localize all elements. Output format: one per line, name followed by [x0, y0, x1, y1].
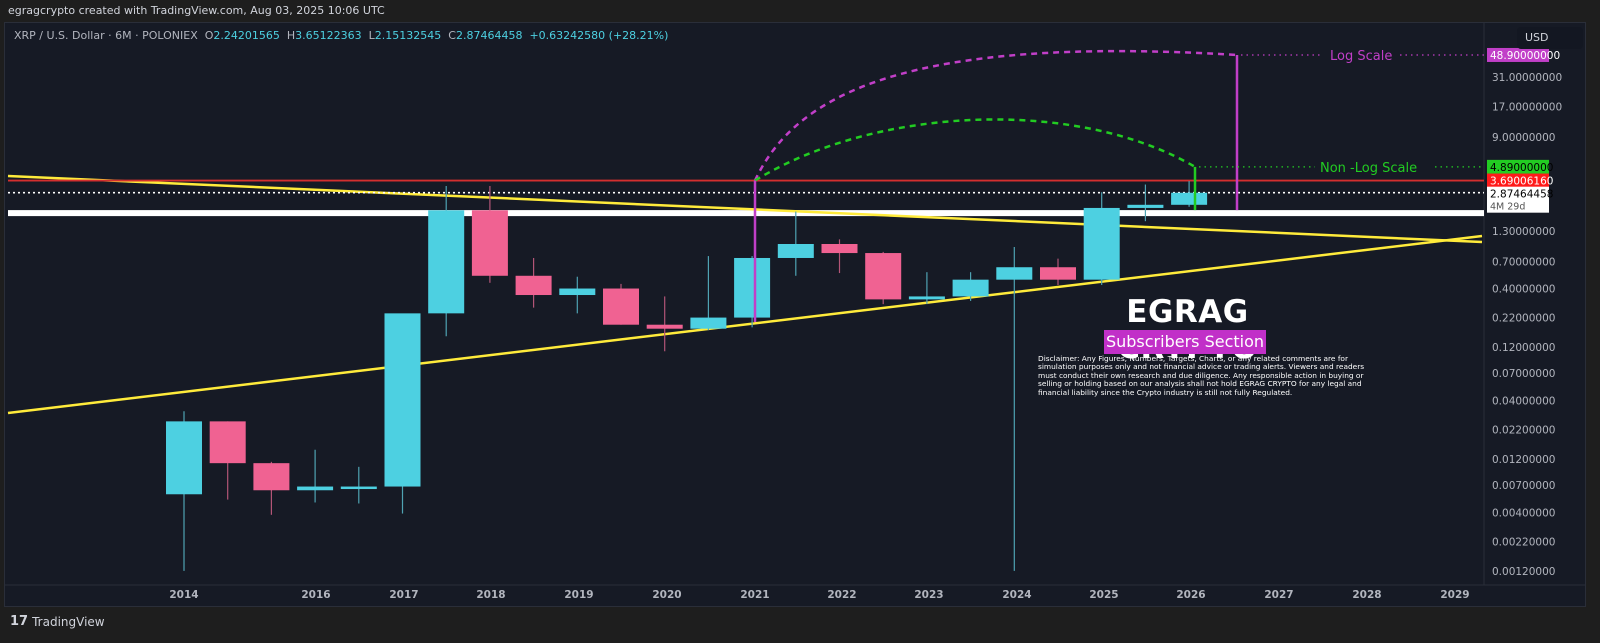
price-tick-label: 0.01200000	[1492, 454, 1555, 466]
support-band[interactable]	[8, 210, 1484, 217]
price-tick-label: 9.00000000	[1492, 132, 1555, 144]
price-tick-label: 0.00700000	[1492, 480, 1555, 492]
candle-body[interactable]	[952, 279, 989, 297]
symbol-legend: XRP / U.S. Dollar · 6M · POLONIEX O2.242…	[14, 29, 669, 42]
time-tick-label: 2014	[169, 589, 198, 601]
time-tick-label: 2021	[740, 589, 769, 601]
time-tick-label: 2023	[914, 589, 943, 601]
price-tag	[1487, 173, 1549, 188]
price-tick-label: 0.00120000	[1492, 566, 1555, 578]
time-tick-label: 2029	[1440, 589, 1469, 601]
candle-body[interactable]	[646, 324, 683, 329]
non-log-scale-arc[interactable]	[754, 118, 1196, 182]
descending-trendline[interactable]	[7, 174, 1483, 244]
non-log-scale-label: Non -Log Scale	[1320, 161, 1417, 176]
candle-body[interactable]	[777, 244, 814, 258]
price-tick-label: 0.12000000	[1492, 342, 1555, 354]
open-value: 2.24201565	[213, 29, 280, 42]
candle-body[interactable]	[428, 210, 465, 314]
time-tick-label: 2016	[301, 589, 330, 601]
chart-pane[interactable]	[4, 22, 1586, 607]
candle-body[interactable]	[297, 486, 334, 491]
currency-button[interactable]: USD	[1517, 27, 1583, 49]
high-value: 3.65122363	[295, 29, 362, 42]
subscribers-badge: Subscribers Section	[1104, 330, 1266, 354]
close-value: 2.87464458	[455, 29, 523, 42]
price-tick-label: 0.00220000	[1492, 536, 1555, 548]
price-tick-label: 0.22000000	[1492, 313, 1555, 325]
price-tick-label: 31.00000000	[1492, 72, 1562, 84]
candle-body[interactable]	[996, 267, 1033, 280]
price-tag	[1487, 47, 1549, 62]
price-tag-label: 3.69006160	[1490, 176, 1553, 188]
time-tick-label: 2020	[652, 589, 681, 601]
tradingview-footer[interactable]: 17 TradingView	[10, 614, 105, 629]
candle-body[interactable]	[384, 313, 421, 487]
price-tick-label: 0.70000000	[1492, 256, 1555, 268]
price-tick-label: 17.00000000	[1492, 101, 1562, 113]
ascending-trendline[interactable]	[7, 234, 1483, 415]
price-tick-label: 0.02200000	[1492, 424, 1555, 436]
candle-body[interactable]	[690, 317, 727, 329]
time-tick-label: 2022	[827, 589, 856, 601]
candle-body[interactable]	[603, 288, 639, 325]
price-tick-label: 0.00400000	[1492, 507, 1555, 519]
time-tick-label: 2017	[389, 589, 418, 601]
time-tick-label: 2028	[1352, 589, 1381, 601]
candle-body[interactable]	[1040, 267, 1076, 280]
symbol-title: XRP / U.S. Dollar · 6M · POLONIEX	[14, 29, 198, 42]
candle-body[interactable]	[1127, 204, 1164, 208]
change-value: +0.63242580 (+28.21%)	[529, 29, 669, 42]
candle-body[interactable]	[865, 253, 902, 300]
candle-body[interactable]	[559, 288, 596, 296]
price-tick-label: 0.07000000	[1492, 368, 1555, 380]
attribution-text: egragcrypto created with TradingView.com…	[8, 4, 385, 17]
candle-body[interactable]	[209, 421, 246, 464]
candle-body[interactable]	[340, 486, 377, 490]
time-tick-label: 2019	[564, 589, 593, 601]
candle-body[interactable]	[1083, 207, 1120, 280]
price-tick-label: 0.40000000	[1492, 284, 1555, 296]
time-tick-label: 2026	[1176, 589, 1205, 601]
candle-body[interactable]	[515, 275, 552, 296]
time-tick-label: 2027	[1264, 589, 1293, 601]
countdown-label: 4M 29d	[1490, 202, 1525, 213]
candle-body[interactable]	[821, 244, 858, 254]
price-tick-label: 1.30000000	[1492, 226, 1555, 238]
candle-body[interactable]	[471, 210, 508, 276]
log-scale-arc[interactable]	[753, 49, 1238, 182]
price-tag	[1487, 186, 1549, 213]
price-tag-label: 2.87464458	[1490, 189, 1553, 201]
price-tag-label: 4.89000000	[1490, 162, 1553, 174]
price-tag	[1487, 159, 1549, 174]
price-tick-label: 0.04000000	[1492, 395, 1555, 407]
candle-body[interactable]	[1171, 192, 1208, 205]
candle-body[interactable]	[908, 296, 945, 300]
time-tick-label: 2025	[1089, 589, 1118, 601]
candle-body[interactable]	[734, 257, 771, 318]
tradingview-logo-icon: 17	[10, 614, 29, 629]
low-value: 2.15132545	[374, 29, 442, 42]
attribution-bar: egragcrypto created with TradingView.com…	[0, 0, 1600, 22]
log-scale-label: Log Scale	[1330, 49, 1392, 64]
candle-body[interactable]	[166, 421, 202, 495]
time-tick-label: 2024	[1002, 589, 1031, 601]
tradingview-brand: TradingView	[32, 614, 105, 629]
time-tick-label: 2018	[476, 589, 505, 601]
disclaimer-text: Disclaimer: Any Figures, Numbers, Target…	[1038, 354, 1365, 397]
price-tag-label: 48.90000000	[1490, 50, 1560, 62]
candle-body[interactable]	[253, 463, 290, 491]
